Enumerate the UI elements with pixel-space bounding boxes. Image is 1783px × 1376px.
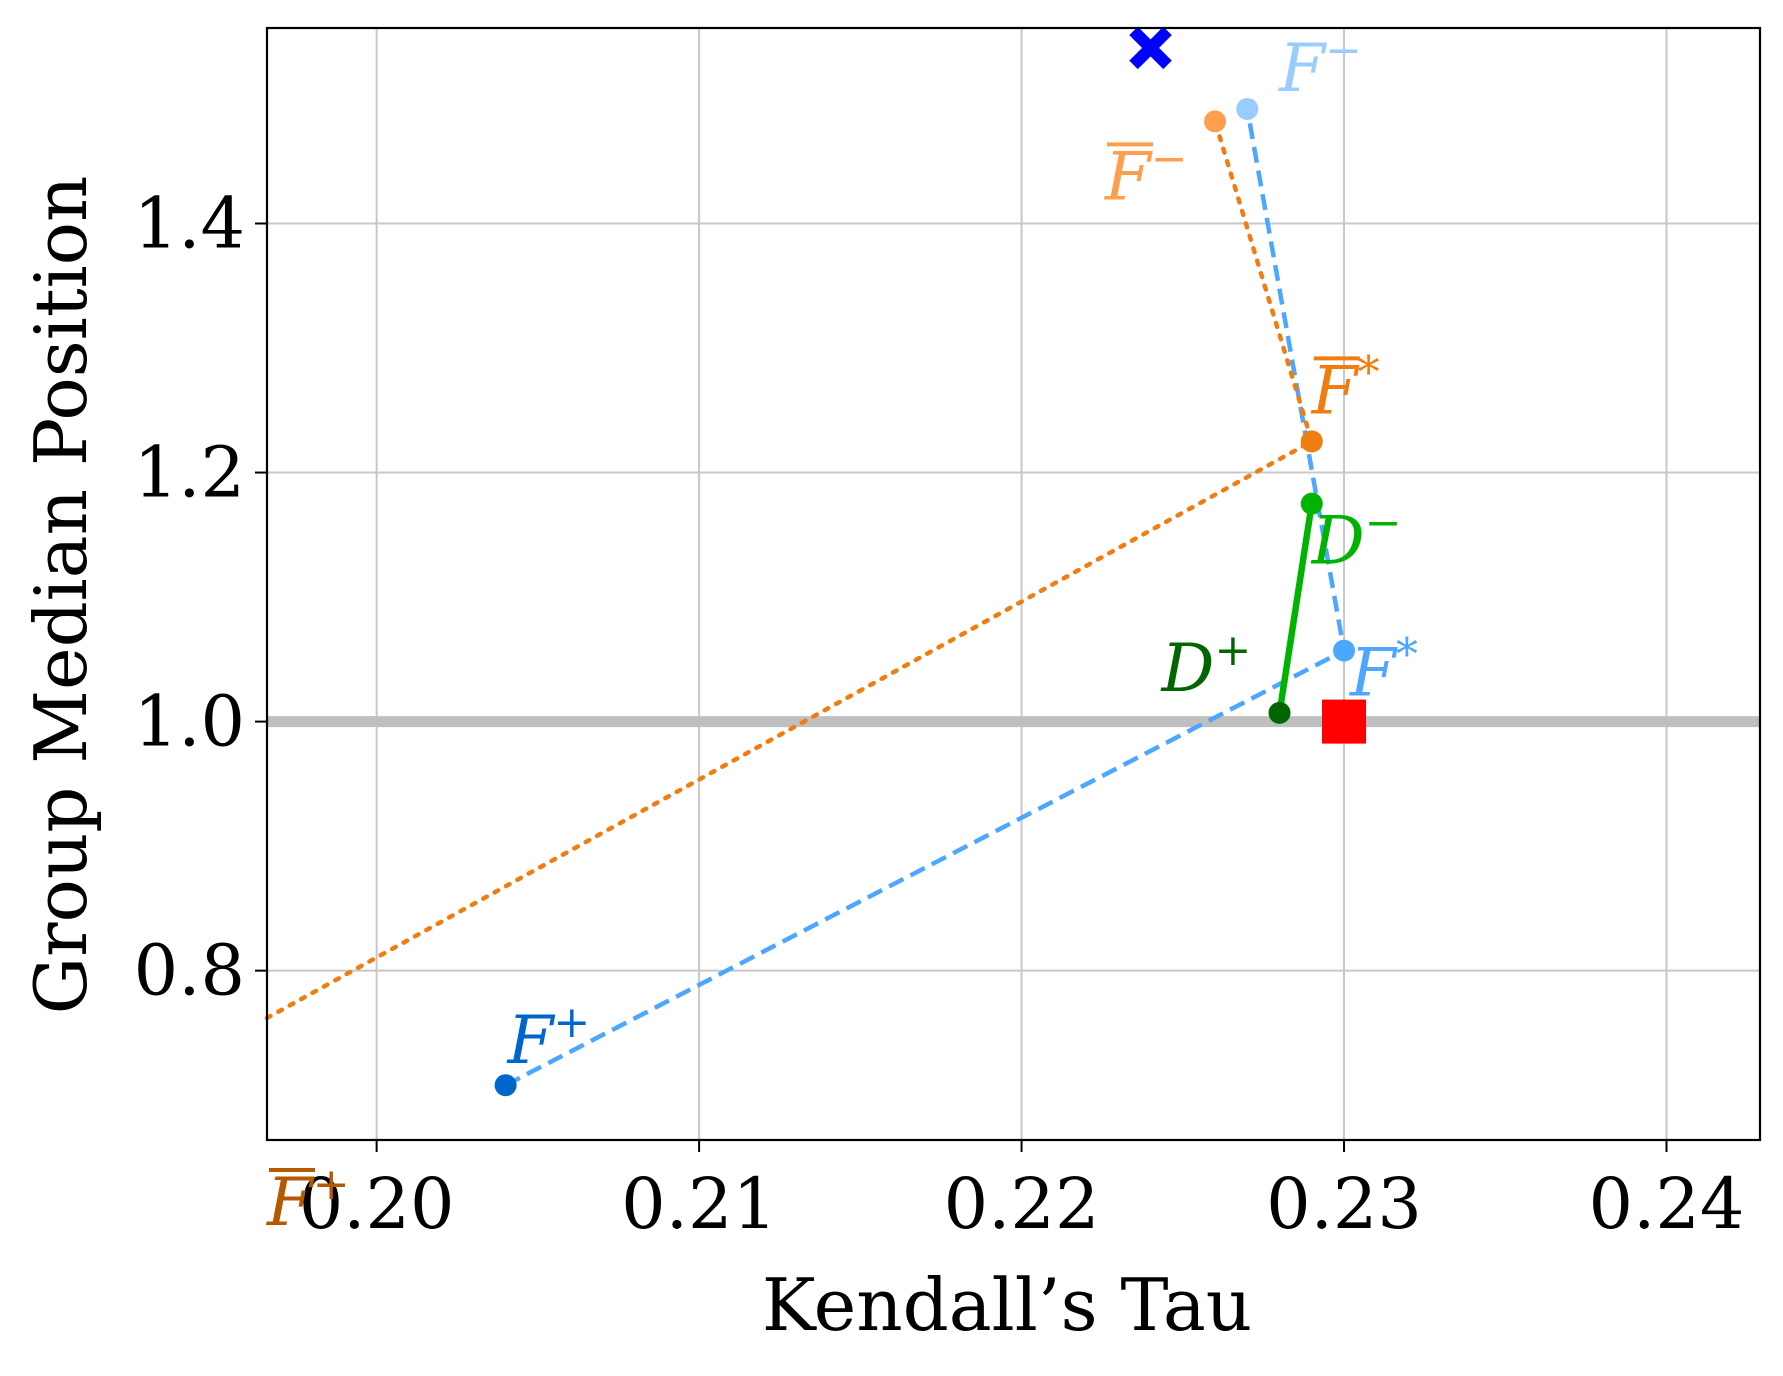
point-label-text: F+ [266, 1159, 350, 1241]
point-label: D+ [1161, 625, 1252, 707]
x-tick-label: 0.22 [944, 1163, 1100, 1245]
x-tick-label: 0.20 [299, 1163, 455, 1245]
point-label: F+ [507, 997, 591, 1079]
x-axis-label: Kendall’s Tau [762, 1263, 1252, 1347]
point-label: F− [1104, 133, 1188, 215]
point-labels: F+ F* F− F+ F* F− D+ D− [266, 25, 1418, 1241]
data-point [494, 1074, 517, 1097]
y-tick-label: 0.8 [134, 930, 245, 1012]
plot-frame [265, 26, 1762, 1142]
data-point [1268, 701, 1291, 724]
y-ticks: 0.8 1.0 1.2 1.4 [134, 183, 267, 1012]
point-label-text: D+ [1161, 625, 1252, 707]
y-tick-label: 1.4 [134, 183, 245, 265]
square-marker [1322, 699, 1367, 744]
data-point [1300, 492, 1323, 515]
point-label-text: F− [1104, 133, 1188, 215]
series-line [504, 108, 1347, 1088]
x-marker [1129, 26, 1172, 70]
point-label-text: F+ [507, 997, 591, 1079]
y-axis-label: Group Median Position [19, 176, 103, 1015]
gridlines [267, 28, 1760, 1140]
y-tick-label: 1.2 [134, 432, 245, 514]
data-point [1236, 97, 1259, 120]
x-tick-label: 0.23 [1266, 1163, 1422, 1245]
point-label: F* [1349, 630, 1418, 712]
plot-series [264, 97, 1356, 1097]
data-point [1300, 430, 1323, 453]
extra-markers [1129, 26, 1367, 744]
x-ticks: 0.20 0.21 0.22 0.23 0.24 [299, 1140, 1745, 1245]
x-marker-stroke [1129, 26, 1172, 70]
point-label-text: F* [1349, 630, 1418, 712]
x-tick-label: 0.24 [1589, 1163, 1745, 1245]
point-label-text: D− [1311, 498, 1402, 580]
data-point [1204, 110, 1227, 133]
point-label-text: F− [1278, 25, 1362, 107]
y-tick-label: 1.0 [134, 681, 245, 763]
point-label-text: F* [1311, 347, 1380, 429]
series-line [1276, 503, 1315, 714]
point-label: F+ [266, 1159, 350, 1241]
point-label: D− [1311, 498, 1402, 580]
point-label: F− [1278, 25, 1362, 107]
point-label: F* [1311, 347, 1380, 429]
data-point [1333, 639, 1356, 662]
x-tick-label: 0.21 [621, 1163, 777, 1245]
series-line [264, 119, 1315, 1021]
